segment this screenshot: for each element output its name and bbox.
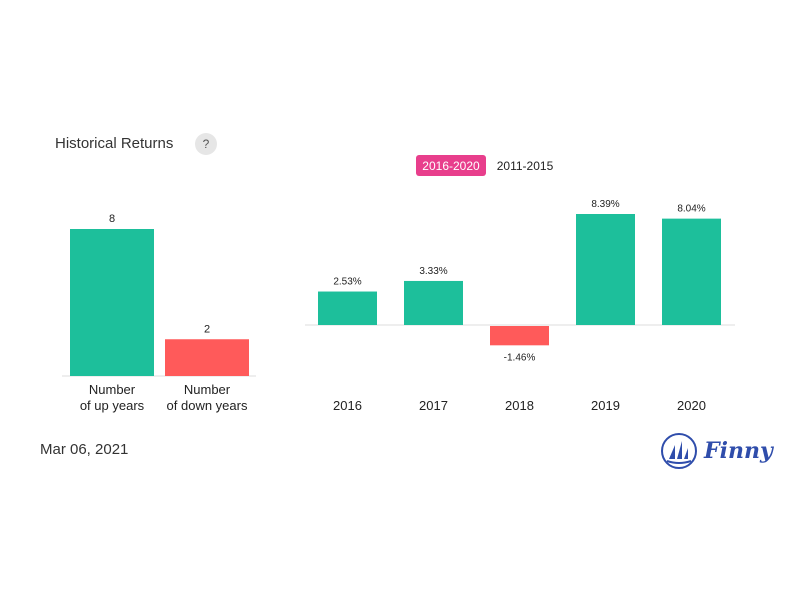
category-label: Number of up years — [80, 382, 145, 413]
tab-2011-2015[interactable]: 2011-2015 — [496, 158, 554, 173]
category-label: Number of down years — [167, 382, 248, 413]
bar-2016 — [318, 291, 377, 325]
bar-down-years — [165, 339, 249, 376]
brand-name: Finny — [704, 438, 773, 464]
bar-value-label: 8 — [109, 213, 115, 225]
bar-value-label: -1.46% — [504, 352, 536, 363]
bar-2020 — [662, 218, 721, 325]
bar-2019 — [576, 214, 635, 325]
x-tick-label: 2017 — [419, 398, 448, 413]
bar-value-label: 2 — [204, 323, 210, 335]
tab-2016-2020[interactable]: 2016-2020 — [416, 155, 486, 176]
chart-title: Historical Returns — [55, 135, 174, 152]
x-tick-label: 2016 — [333, 398, 362, 413]
as-of-date: Mar 06, 2021 — [40, 441, 129, 458]
bar-2018 — [490, 326, 549, 346]
x-tick-label: 2019 — [591, 398, 620, 413]
help-icon[interactable]: ? — [195, 133, 217, 155]
bar-value-label: 2.53% — [333, 277, 361, 288]
sailboat-logo-icon — [661, 433, 697, 469]
x-tick-label: 2018 — [505, 398, 534, 413]
bar-value-label: 8.04% — [677, 204, 705, 215]
finny-logo[interactable]: Finny — [660, 432, 773, 470]
bar-value-label: 3.33% — [419, 266, 447, 277]
bar-up-years — [70, 229, 154, 376]
x-tick-label: 2020 — [677, 398, 706, 413]
bar-value-label: 8.39% — [591, 199, 619, 210]
bar-2017 — [404, 280, 463, 325]
